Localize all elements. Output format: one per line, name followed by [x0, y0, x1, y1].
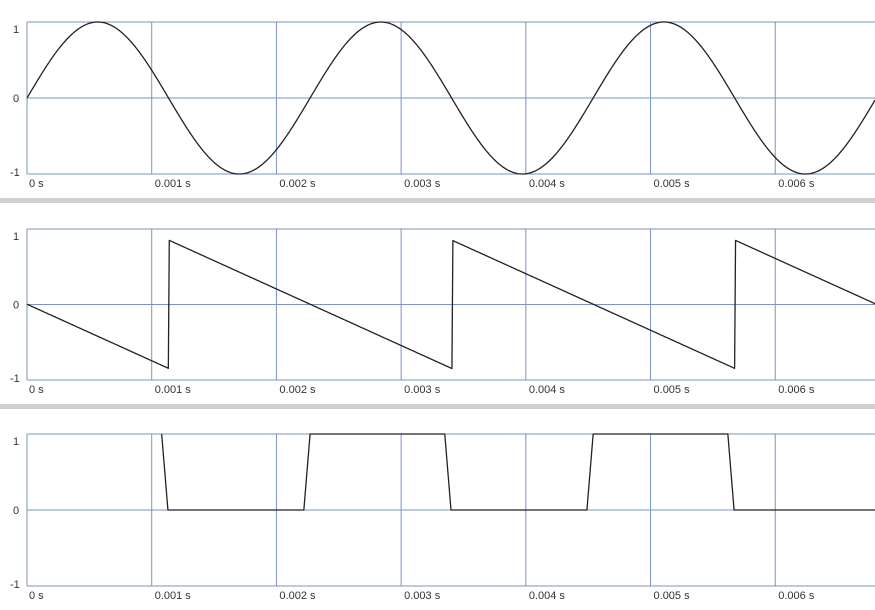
pulse-ytick-0: 1	[13, 436, 19, 448]
sawtooth-ytick-0: 1	[13, 231, 19, 243]
pulse-xtick-4: 0.004 s	[529, 590, 566, 602]
sine-xtick-5: 0.005 s	[654, 178, 691, 190]
pulse-xtick-6: 0.006 s	[778, 590, 815, 602]
sawtooth-xtick-6: 0.006 s	[778, 384, 815, 396]
sawtooth-xtick-2: 0.002 s	[279, 384, 316, 396]
sine-trace	[26, 21, 875, 175]
sawtooth-trace	[26, 239, 875, 370]
sawtooth-ytick-1: 0	[13, 300, 19, 312]
pulse-xtick-0: 0 s	[29, 590, 44, 602]
sawtooth-ytick-2: -1	[10, 373, 20, 385]
sawtooth-xtick-4: 0.004 s	[529, 384, 566, 396]
pulse-trace	[161, 433, 875, 511]
separator-bar-1	[0, 198, 875, 203]
sine-xtick-3: 0.003 s	[404, 178, 441, 190]
sawtooth-xtick-0: 0 s	[29, 384, 44, 396]
sine-xtick-4: 0.004 s	[529, 178, 566, 190]
sine-xtick-6: 0.006 s	[778, 178, 815, 190]
pulse-panel: 1 0 -1 0 s 0.001 s 0.002 s 0.003 s 0.004 s 0.005…	[10, 433, 875, 602]
pulse-xtick-3: 0.003 s	[404, 590, 441, 602]
pulse-ytick-2: -1	[10, 579, 20, 591]
sawtooth-xtick-5: 0.005 s	[654, 384, 691, 396]
sine-ytick-2: -1	[10, 167, 20, 179]
pulse-xtick-5: 0.005 s	[654, 590, 691, 602]
sawtooth-xtick-3: 0.003 s	[404, 384, 441, 396]
sine-ytick-1: 0	[13, 93, 19, 105]
sine-ytick-0: 1	[13, 24, 19, 36]
pulse-ytick-1: 0	[13, 505, 19, 517]
sine-xtick-0: 0 s	[29, 178, 44, 190]
sawtooth-xtick-1: 0.001 s	[155, 384, 192, 396]
sine-panel: 1 0 -1 0 s 0.001 s 0.002 s 0.003 s 0.004 s 0.005…	[10, 21, 875, 190]
sine-xtick-1: 0.001 s	[155, 178, 192, 190]
sawtooth-panel: 1 0 -1 0 s 0.001 s 0.002 s 0.003 s 0.004 s 0.005…	[10, 228, 875, 396]
sine-xtick-2: 0.002 s	[279, 178, 316, 190]
separator-bar-2	[0, 404, 875, 409]
pulse-xtick-1: 0.001 s	[155, 590, 192, 602]
pulse-xtick-2: 0.002 s	[279, 590, 316, 602]
